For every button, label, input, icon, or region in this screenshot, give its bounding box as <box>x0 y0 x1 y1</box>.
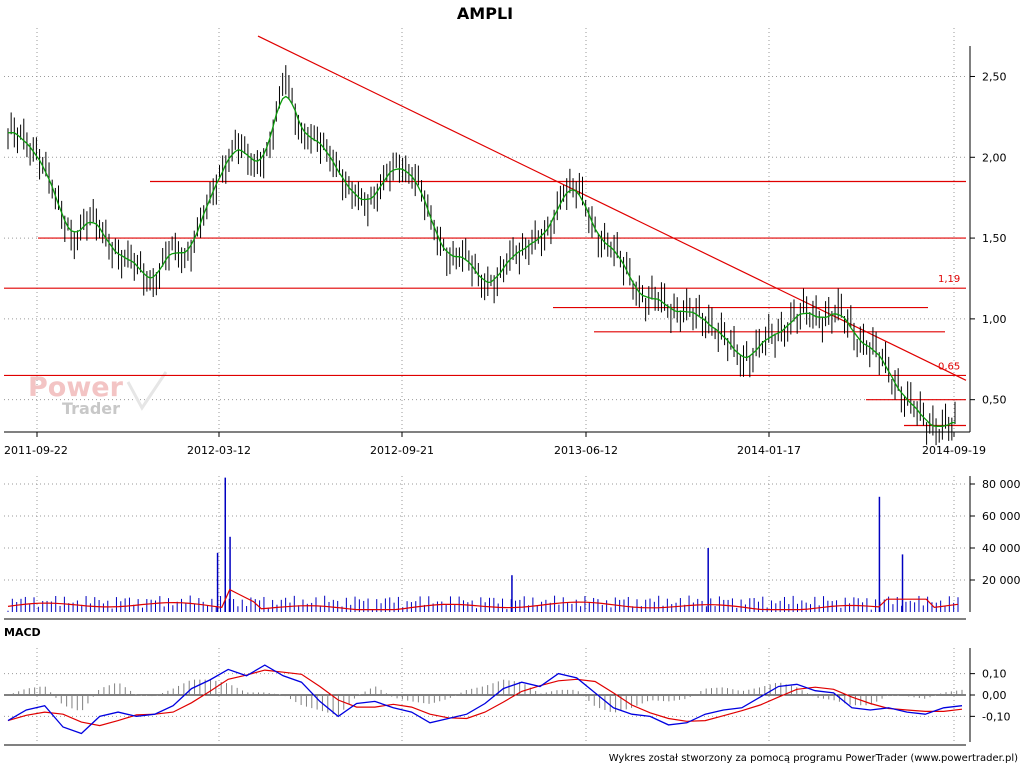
watermark-line2: Trader <box>62 399 120 418</box>
x-tick-label: 2012-09-21 <box>370 444 434 457</box>
price-y-tick-label: 1,00 <box>982 313 1007 326</box>
x-tick-label: 2014-09-19 <box>922 444 986 457</box>
price-y-tick-label: 0,50 <box>982 394 1007 407</box>
chart-title: AMPLI <box>457 4 513 23</box>
volume-panel <box>7 477 959 612</box>
volume-y-tick-label: 60 000 <box>982 510 1021 523</box>
x-tick-label: 2014-01-17 <box>737 444 801 457</box>
watermark-line1: Power <box>28 372 124 403</box>
volume-y-tick-label: 20 000 <box>982 574 1021 587</box>
macd-y-tick-label: 0,00 <box>982 689 1007 702</box>
level-label: 1,19 <box>938 274 960 285</box>
macd-y-tick-label: -0,10 <box>982 710 1010 723</box>
macd-panel <box>7 664 963 735</box>
grid <box>4 28 966 742</box>
macd-line <box>7 664 963 735</box>
macd-y-tick-label: 0,10 <box>982 668 1007 681</box>
level-label: 0,65 <box>938 361 960 372</box>
volume-y-tick-label: 40 000 <box>982 542 1021 555</box>
price-y-tick-label: 2,00 <box>982 151 1007 164</box>
watermark-logo-icon <box>126 371 168 411</box>
volume-moving-average <box>7 588 959 611</box>
macd-label: MACD <box>4 626 41 639</box>
price-panel: 1,19 0,65 <box>4 35 967 446</box>
x-tick-label: 2013-06-12 <box>554 444 618 457</box>
footer-credit: Wykres został stworzony za pomocą progra… <box>609 753 1018 764</box>
macd-signal-line <box>7 669 963 727</box>
volume-y-tick-label: 80 000 <box>982 478 1021 491</box>
x-tick-label: 2012-03-12 <box>187 444 251 457</box>
x-tick-label: 2011-09-22 <box>4 444 68 457</box>
axes: 2011-09-22 2012-03-12 2012-09-21 2013-06-12… <box>4 46 1021 746</box>
moving-average-line <box>7 95 956 427</box>
powertrader-watermark: Power Trader <box>28 371 168 418</box>
price-y-tick-label: 2,50 <box>982 70 1007 83</box>
price-y-tick-label: 1,50 <box>982 232 1007 245</box>
